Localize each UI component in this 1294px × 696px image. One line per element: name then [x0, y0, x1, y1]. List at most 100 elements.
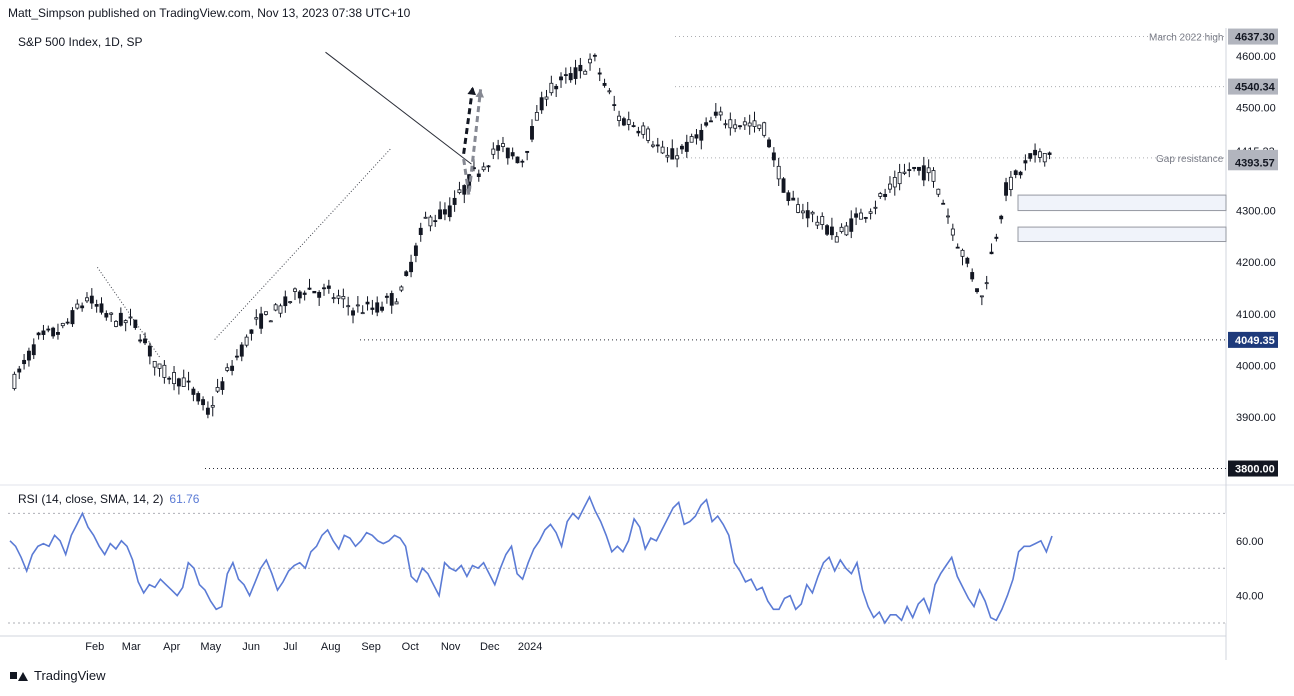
candle-body: [162, 364, 167, 378]
candle-body: [970, 272, 975, 280]
candle-body: [520, 160, 525, 163]
candle-body: [781, 178, 786, 193]
candle-body: [684, 141, 689, 152]
price-chart-title: S&P 500 Index, 1D, SP: [18, 35, 143, 49]
candle-body: [60, 322, 65, 327]
price-tag: 4540.34: [1235, 82, 1276, 94]
candle-body: [220, 381, 225, 390]
candle-body: [650, 144, 655, 147]
rsi-title-text: RSI (14, close, SMA, 14, 2): [18, 492, 163, 506]
candle-body: [863, 217, 868, 219]
candle-body: [829, 226, 834, 236]
candle-body: [273, 304, 278, 311]
price-pane-bg: [8, 30, 1226, 484]
candle-body: [515, 156, 520, 164]
candle-body: [1037, 151, 1042, 158]
x-tick-label: Mar: [122, 641, 141, 653]
candle-body: [757, 124, 762, 129]
candle-body: [549, 82, 554, 94]
candle-body: [805, 210, 810, 219]
candle-body: [888, 183, 892, 190]
candle-body: [481, 166, 486, 171]
candle-body: [114, 320, 118, 327]
candle-body: [704, 122, 709, 126]
candle-body: [476, 173, 481, 177]
x-tick-label: Jun: [242, 641, 260, 653]
rsi-title: RSI (14, close, SMA, 14, 2) 61.76: [18, 492, 200, 506]
pullback-path-arrow: [462, 89, 483, 196]
x-tick-label: Aug: [321, 641, 341, 653]
candle-body: [65, 321, 70, 324]
candle-body: [655, 144, 660, 147]
candle-body: [1018, 171, 1023, 176]
candle-body: [776, 165, 781, 180]
candle-body: [955, 246, 960, 249]
candle-body: [646, 128, 651, 141]
candle-body: [346, 305, 351, 308]
price-tag-bg: [1228, 154, 1278, 171]
candle-body: [530, 126, 534, 140]
candle-body: [878, 193, 883, 197]
candle-body: [501, 143, 505, 147]
candle-body: [534, 112, 539, 121]
candle-body: [176, 378, 181, 387]
candle-body: [26, 350, 31, 361]
candle-body: [317, 291, 322, 298]
candle-body: [791, 197, 796, 201]
candle-body: [491, 148, 496, 155]
candle-body: [51, 327, 56, 337]
rsi-pane: [8, 495, 1226, 625]
candle-body: [747, 122, 752, 127]
candle-body: [868, 211, 873, 214]
candle-body: [447, 205, 452, 218]
candle-body: [442, 209, 447, 215]
candle-body: [264, 311, 268, 315]
price-y-tick-label: 4300.00: [1236, 206, 1276, 218]
candle-body: [56, 331, 60, 335]
candle-body: [433, 220, 438, 223]
trendline: [214, 148, 392, 340]
candle-body: [413, 245, 418, 256]
candle-body: [496, 145, 501, 151]
candle-body: [892, 177, 897, 188]
candle-body: [854, 213, 859, 218]
candle-body: [815, 221, 820, 226]
price-y-tick-label: 4500.00: [1236, 102, 1276, 114]
candle-body: [636, 130, 641, 134]
x-tick-label: Nov: [441, 641, 461, 653]
x-tick-label: Jul: [283, 641, 297, 653]
candle-body: [109, 312, 114, 315]
candle-body: [22, 359, 27, 365]
candle-body: [423, 216, 428, 219]
candle-body: [404, 271, 409, 276]
candle-body: [897, 172, 902, 185]
candle-body: [331, 297, 336, 300]
price-tag: 4637.30: [1235, 32, 1275, 44]
candle-body: [89, 295, 94, 304]
candle-body: [554, 85, 559, 90]
candle-body: [172, 372, 176, 385]
candle-body: [1047, 152, 1052, 155]
candle-body: [752, 120, 757, 127]
price-tag: 4393.57: [1235, 157, 1275, 169]
x-tick-label: 2024: [518, 641, 542, 653]
candle-body: [738, 125, 742, 128]
price-tag: 3800.00: [1235, 464, 1275, 476]
candle-body: [196, 393, 201, 402]
candle-body: [302, 292, 307, 295]
candle-body: [326, 285, 331, 289]
x-tick-label: Oct: [402, 641, 419, 653]
rsi-y-tick-label: 40.00: [1236, 591, 1264, 603]
candle-body: [960, 249, 965, 257]
price-tag-bg: [1228, 460, 1278, 477]
candle-body: [186, 380, 191, 383]
candle-body: [921, 165, 926, 181]
x-tick-label: Feb: [85, 641, 104, 653]
candle-body: [351, 310, 355, 316]
candle-body: [244, 336, 249, 346]
candle-body: [31, 344, 36, 356]
tradingview-footer[interactable]: TradingView: [10, 668, 106, 683]
price-tag-bg: [1228, 331, 1278, 348]
candle-body: [46, 328, 51, 331]
